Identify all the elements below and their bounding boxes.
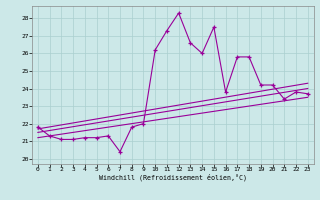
X-axis label: Windchill (Refroidissement éolien,°C): Windchill (Refroidissement éolien,°C) — [99, 174, 247, 181]
